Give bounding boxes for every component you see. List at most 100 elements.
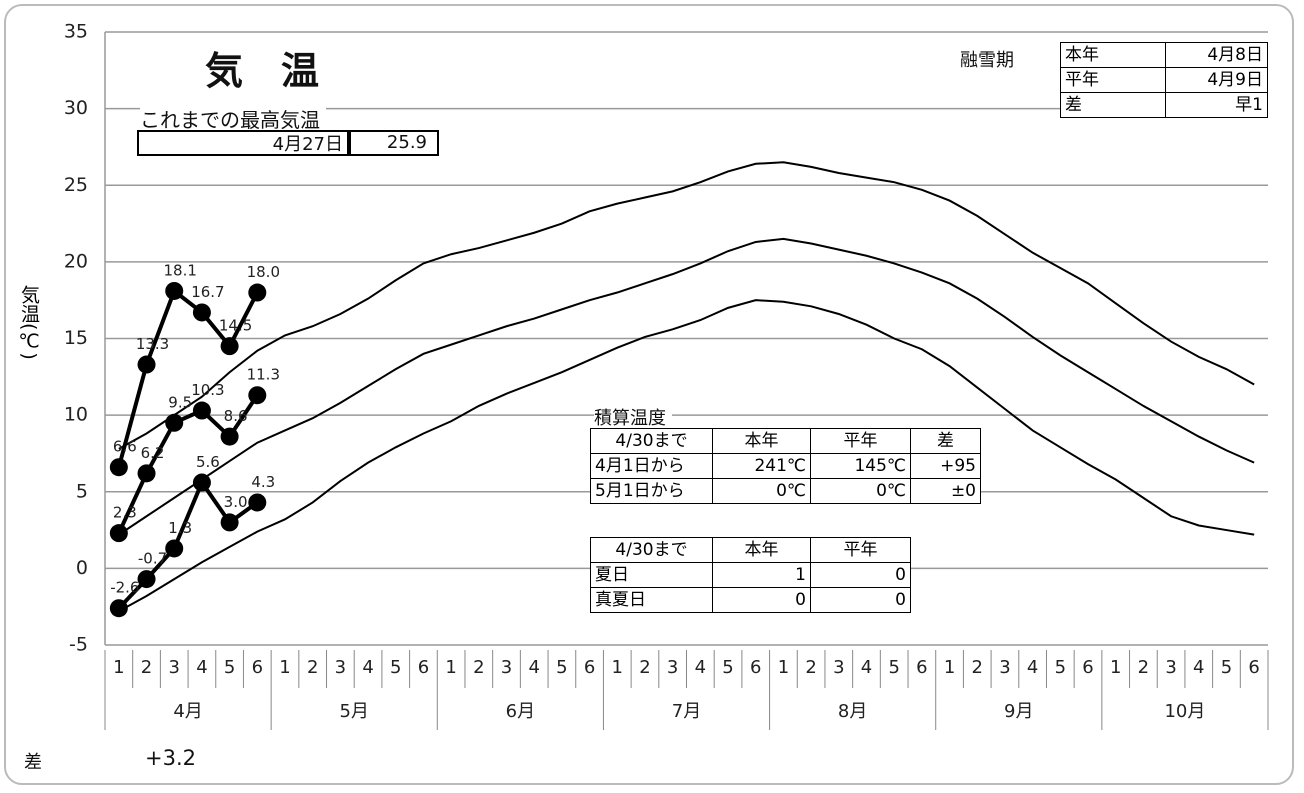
point xyxy=(192,303,211,322)
data-label: -2.6 xyxy=(110,579,139,597)
point xyxy=(109,524,128,543)
x-tick-label: 1 xyxy=(279,657,290,678)
footer-label: 差 xyxy=(24,752,42,773)
x-tick-label: 2 xyxy=(639,657,650,678)
cell: 241℃ xyxy=(712,453,811,479)
data-label: 14.5 xyxy=(219,317,252,335)
cell: 0 xyxy=(712,587,811,613)
data-label: 9.5 xyxy=(168,393,192,411)
data-label: 8.6 xyxy=(224,407,248,425)
x-tick-label: 1 xyxy=(944,657,955,678)
y-tick-label: 35 xyxy=(64,21,88,43)
data-label: 5.6 xyxy=(196,453,220,471)
x-tick-label: 5 xyxy=(390,657,401,678)
y-axis-label: 気温(℃) xyxy=(18,285,40,360)
point xyxy=(192,401,211,420)
point xyxy=(137,355,156,374)
data-label: 18.1 xyxy=(164,261,197,279)
x-tick-label: 4 xyxy=(695,657,706,678)
x-tick-label: 3 xyxy=(999,657,1010,678)
point xyxy=(220,427,239,446)
accum-label: 積算温度 xyxy=(594,404,672,430)
cell: 5月1日から xyxy=(590,478,713,504)
x-tick-label: 2 xyxy=(972,657,983,678)
group-label: 8月 xyxy=(838,701,867,722)
x-tick-label: 3 xyxy=(501,657,512,678)
data-label: 18.0 xyxy=(247,263,280,281)
x-tick-label: 4 xyxy=(362,657,373,678)
x-tick-label: 4 xyxy=(1027,657,1038,678)
point xyxy=(165,413,184,432)
cell: 夏日 xyxy=(590,562,713,588)
header-cell: 平年 xyxy=(810,537,911,563)
x-tick-label: 6 xyxy=(252,657,263,678)
y-tick-label: -5 xyxy=(69,634,88,656)
point xyxy=(165,539,184,558)
cell: 平年 xyxy=(1060,67,1166,93)
cell: 真夏日 xyxy=(590,587,713,613)
data-label: 1.3 xyxy=(168,519,192,537)
x-tick-label: 5 xyxy=(556,657,567,678)
x-tick-label: 1 xyxy=(113,657,124,678)
x-tick-label: 6 xyxy=(418,657,429,678)
x-tick-label: 3 xyxy=(335,657,346,678)
cell: 0 xyxy=(810,587,911,613)
group-label: 5月 xyxy=(339,701,368,722)
normal-line xyxy=(118,237,1255,536)
record-label: これまでの最高気温 xyxy=(140,104,326,133)
table: 4/30まで 本年 平年 夏日 1 0 真夏日 0 0 xyxy=(590,537,911,613)
x-tick-label: 3 xyxy=(833,657,844,678)
point xyxy=(109,599,128,618)
header-cell: 本年 xyxy=(712,537,811,563)
table: 4/30まで 本年 平年差 4月1日から 241℃ 145℃ +95 5月1日から 0℃ 0℃ ±0 xyxy=(590,428,981,504)
data-label: 3.0 xyxy=(224,493,248,511)
data-label: 13.3 xyxy=(136,335,169,353)
point xyxy=(192,473,211,492)
cell: ±0 xyxy=(910,478,981,504)
group-label: 9月 xyxy=(1004,701,1033,722)
x-tick-label: 5 xyxy=(722,657,733,678)
snowmelt-label: 融雪期 xyxy=(960,50,1014,71)
point xyxy=(165,281,184,300)
record-date: 4月27日 xyxy=(137,130,349,156)
header-cell: 差 xyxy=(910,428,981,454)
data-label: 16.7 xyxy=(191,283,224,301)
point xyxy=(220,337,239,356)
cell: 0℃ xyxy=(712,478,811,504)
cell: +95 xyxy=(910,453,981,479)
record-value: 25.9 xyxy=(349,130,439,156)
x-tick-label: 2 xyxy=(307,657,318,678)
data-label: -0.7 xyxy=(138,550,167,568)
x-tick-label: 4 xyxy=(196,657,207,678)
frame xyxy=(4,4,1294,785)
x-tick-label: 1 xyxy=(1110,657,1121,678)
group-label: 4月 xyxy=(173,701,202,722)
y-tick-label: 15 xyxy=(64,327,88,349)
y-tick-label: 5 xyxy=(76,480,88,502)
x-tick-label: 6 xyxy=(584,657,595,678)
point xyxy=(220,513,239,532)
y-tick-label: 30 xyxy=(64,97,88,119)
cell: 早1 xyxy=(1165,92,1268,118)
point xyxy=(137,570,156,589)
x-tick-label: 4 xyxy=(528,657,539,678)
y-tick-label: 20 xyxy=(64,250,88,272)
x-tick-label: 5 xyxy=(224,657,235,678)
table: 本年 4月8日 平年 4月9日差早1 xyxy=(1060,42,1268,118)
x-tick-label: 5 xyxy=(1221,657,1232,678)
header-cell: 平年 xyxy=(810,428,911,454)
point xyxy=(248,493,267,512)
data-label: 6.2 xyxy=(141,444,165,462)
footer-value: +3.2 xyxy=(145,746,196,770)
point xyxy=(248,283,267,302)
x-tick-label: 6 xyxy=(750,657,761,678)
cell: 本年 xyxy=(1060,42,1166,68)
cell: 0℃ xyxy=(810,478,911,504)
x-tick-label: 2 xyxy=(141,657,152,678)
y-tick-label: 0 xyxy=(76,557,88,579)
cell: 4月1日から xyxy=(590,453,713,479)
x-tick-label: 3 xyxy=(667,657,678,678)
data-label: 10.3 xyxy=(191,381,224,399)
